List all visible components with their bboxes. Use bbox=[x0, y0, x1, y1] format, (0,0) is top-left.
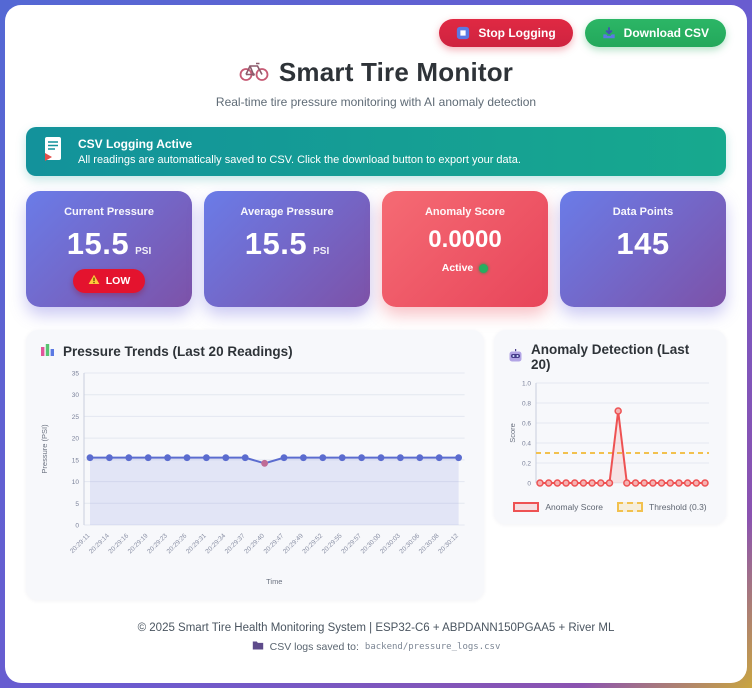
svg-text:20:30:12: 20:30:12 bbox=[437, 532, 460, 555]
anomaly-chart-legend: Anomaly Score Threshold (0.3) bbox=[506, 500, 714, 518]
stop-logging-label: Stop Logging bbox=[478, 26, 556, 40]
svg-text:0: 0 bbox=[75, 523, 79, 530]
svg-text:5: 5 bbox=[75, 501, 79, 508]
banner-message: All readings are automatically saved to … bbox=[78, 154, 521, 166]
anomaly-score-card: Anomaly Score 0.0000 Active bbox=[382, 191, 548, 307]
average-pressure-value: 15.5 bbox=[244, 226, 308, 261]
svg-text:15: 15 bbox=[72, 457, 80, 464]
banner-title: CSV Logging Active bbox=[78, 137, 193, 151]
svg-text:1.0: 1.0 bbox=[522, 381, 531, 388]
csv-file-icon bbox=[42, 136, 64, 167]
anomaly-detection-chart[interactable]: 0 0.2 0.4 0.6 0.8 1.0 Score bbox=[506, 377, 712, 495]
pressure-trends-chart[interactable]: 0510152025303520:29:1120:29:1420:29:1620… bbox=[38, 365, 468, 589]
pressure-trends-panel: Pressure Trends (Last 20 Readings) 0 5 10 1… bbox=[26, 330, 484, 600]
data-points-value-row: 145 bbox=[616, 226, 669, 262]
header: Smart Tire Monitor bbox=[26, 57, 726, 88]
legend-anomaly-score: Anomaly Score bbox=[513, 502, 603, 512]
svg-text:20: 20 bbox=[72, 436, 80, 443]
footer-copyright: © 2025 Smart Tire Health Monitoring Syst… bbox=[137, 622, 615, 634]
folder-icon bbox=[252, 640, 264, 654]
svg-text:0.8: 0.8 bbox=[522, 401, 531, 408]
stat-cards: Current Pressure 15.5 PSI LOW Average Pr… bbox=[26, 191, 726, 307]
csv-logging-banner: CSV Logging Active All readings are auto… bbox=[26, 127, 726, 176]
active-status-dot bbox=[479, 263, 489, 273]
anomaly-score-value: 0.0000 bbox=[428, 226, 502, 253]
download-csv-label: Download CSV bbox=[623, 26, 709, 40]
anomaly-status-label: Active bbox=[441, 262, 474, 274]
low-pressure-badge: LOW bbox=[72, 269, 146, 293]
anomaly-score-swatch bbox=[513, 502, 540, 512]
anomaly-score-value-row: 0.0000 bbox=[428, 226, 501, 254]
average-pressure-unit: PSI bbox=[313, 246, 330, 257]
svg-text:0: 0 bbox=[527, 481, 531, 488]
svg-text:0.2: 0.2 bbox=[522, 461, 531, 468]
svg-text:10: 10 bbox=[72, 479, 80, 486]
svg-text:Pressure (PSI): Pressure (PSI) bbox=[40, 424, 49, 474]
footer: © 2025 Smart Tire Health Monitoring Syst… bbox=[26, 622, 726, 656]
pressure-trends-title-row: Pressure Trends (Last 20 Readings) bbox=[38, 342, 472, 365]
threshold-legend-label: Threshold (0.3) bbox=[649, 502, 707, 512]
anomaly-status-row: Active bbox=[442, 262, 489, 274]
page-title: Smart Tire Monitor bbox=[278, 57, 514, 87]
data-points-label: Data Points bbox=[612, 206, 674, 218]
download-csv-button[interactable]: Download CSV bbox=[584, 19, 726, 47]
page-subtitle: Real-time tire pressure monitoring with … bbox=[215, 95, 537, 109]
robot-icon bbox=[508, 348, 523, 366]
current-pressure-unit: PSI bbox=[135, 246, 152, 257]
current-pressure-label: Current Pressure bbox=[64, 206, 154, 218]
svg-text:35: 35 bbox=[72, 371, 80, 378]
data-points-card: Data Points 145 bbox=[560, 191, 726, 307]
anomaly-detection-title: Anomaly Detection (Last 20) bbox=[531, 342, 690, 372]
bicycle-icon bbox=[239, 60, 269, 86]
legend-threshold: Threshold (0.3) bbox=[617, 502, 707, 512]
average-pressure-value-row: 15.5 PSI bbox=[245, 226, 329, 262]
banner-text: CSV Logging Active All readings are auto… bbox=[78, 137, 521, 166]
anomaly-detection-panel: Anomaly Detection (Last 20) 0 0.2 0.4 0.6 0.… bbox=[494, 330, 726, 524]
svg-text:Score: Score bbox=[508, 423, 517, 443]
anomaly-score-legend-label: Anomaly Score bbox=[545, 502, 603, 512]
threshold-swatch bbox=[617, 502, 643, 512]
pressure-trends-title: Pressure Trends (Last 20 Readings) bbox=[63, 343, 293, 359]
current-pressure-value-row: 15.5 PSI bbox=[67, 226, 151, 262]
app-container: Stop Logging Download CSV Smart Tire Mon… bbox=[5, 5, 747, 683]
svg-text:Time: Time bbox=[266, 577, 282, 586]
anomaly-detection-title-row: Anomaly Detection (Last 20) bbox=[506, 342, 714, 377]
footer-csv-path: backend/pressure_logs.csv bbox=[364, 642, 501, 652]
bar-chart-icon bbox=[40, 342, 55, 360]
svg-text:25: 25 bbox=[72, 414, 80, 421]
anomaly-score-label: Anomaly Score bbox=[424, 206, 506, 218]
footer-csv-note: CSV logs saved to: bbox=[269, 641, 359, 653]
toolbar: Stop Logging Download CSV bbox=[26, 19, 726, 47]
average-pressure-card: Average Pressure 15.5 PSI bbox=[204, 191, 370, 307]
low-pressure-badge-label: LOW bbox=[105, 275, 131, 287]
svg-text:0.4: 0.4 bbox=[522, 441, 531, 448]
current-pressure-value: 15.5 bbox=[66, 226, 130, 261]
warning-icon bbox=[88, 274, 100, 288]
data-points-value: 145 bbox=[616, 226, 670, 261]
stop-icon bbox=[456, 26, 470, 40]
charts-row: Pressure Trends (Last 20 Readings) 0 5 10 1… bbox=[26, 330, 726, 600]
svg-text:0.6: 0.6 bbox=[522, 421, 531, 428]
average-pressure-label: Average Pressure bbox=[240, 206, 334, 218]
svg-text:30: 30 bbox=[72, 392, 80, 399]
download-icon bbox=[602, 26, 616, 40]
current-pressure-card: Current Pressure 15.5 PSI LOW bbox=[26, 191, 192, 307]
footer-csv-note-row: CSV logs saved to: backend/pressure_logs… bbox=[252, 640, 501, 654]
stop-logging-button[interactable]: Stop Logging bbox=[439, 19, 573, 47]
